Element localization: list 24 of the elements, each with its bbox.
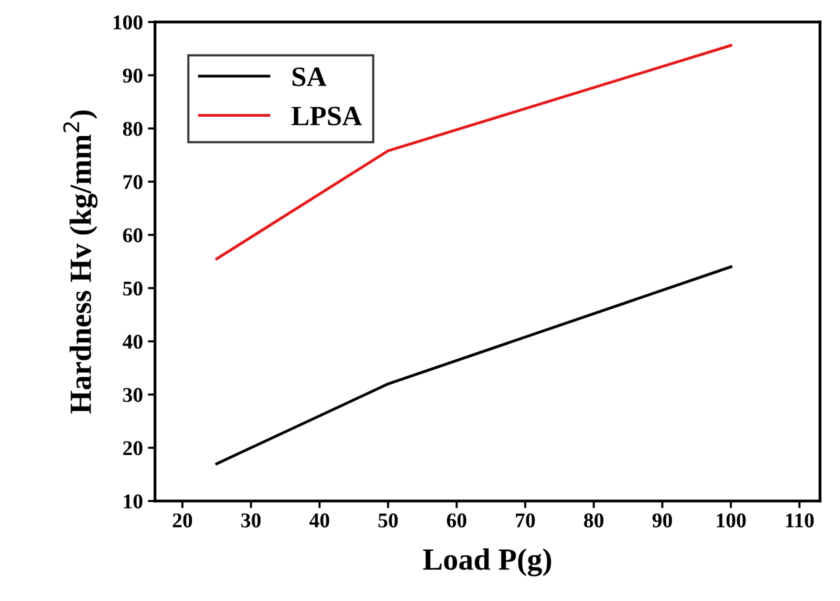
y-axis-title: Hardness Hv (kg/mm$^{2}$) xyxy=(63,110,98,414)
x-axis-title: Load P(g) xyxy=(423,548,552,576)
x-tick-label: 50 xyxy=(378,513,398,528)
x-tick-label: 60 xyxy=(446,513,466,528)
y-tick-label: 70 xyxy=(124,175,142,190)
x-tick-label: 30 xyxy=(241,513,261,528)
y-tick-label: 10 xyxy=(124,494,142,508)
x-tick-label: 110 xyxy=(786,513,814,528)
legend-label: LPSA xyxy=(292,106,362,126)
x-tick-label: 80 xyxy=(584,513,604,528)
x-tick-label: 100 xyxy=(716,513,746,528)
y-tick-label: 50 xyxy=(123,281,142,296)
y-tick-label: 30 xyxy=(123,388,142,402)
y-tick-label: 90 xyxy=(122,68,142,83)
x-tick-label: 40 xyxy=(309,513,330,528)
y-tick-label: 100 xyxy=(114,15,142,30)
y-tick-label: 80 xyxy=(123,122,142,136)
y-tick-label: 20 xyxy=(123,441,142,456)
x-tick-label: 70 xyxy=(516,513,535,528)
legend-label: SA xyxy=(292,67,326,86)
y-tick-label: 60 xyxy=(123,228,142,242)
x-tick-label: 20 xyxy=(172,513,192,528)
x-tick-label: 90 xyxy=(652,513,672,528)
y-tick-label: 40 xyxy=(122,334,142,349)
